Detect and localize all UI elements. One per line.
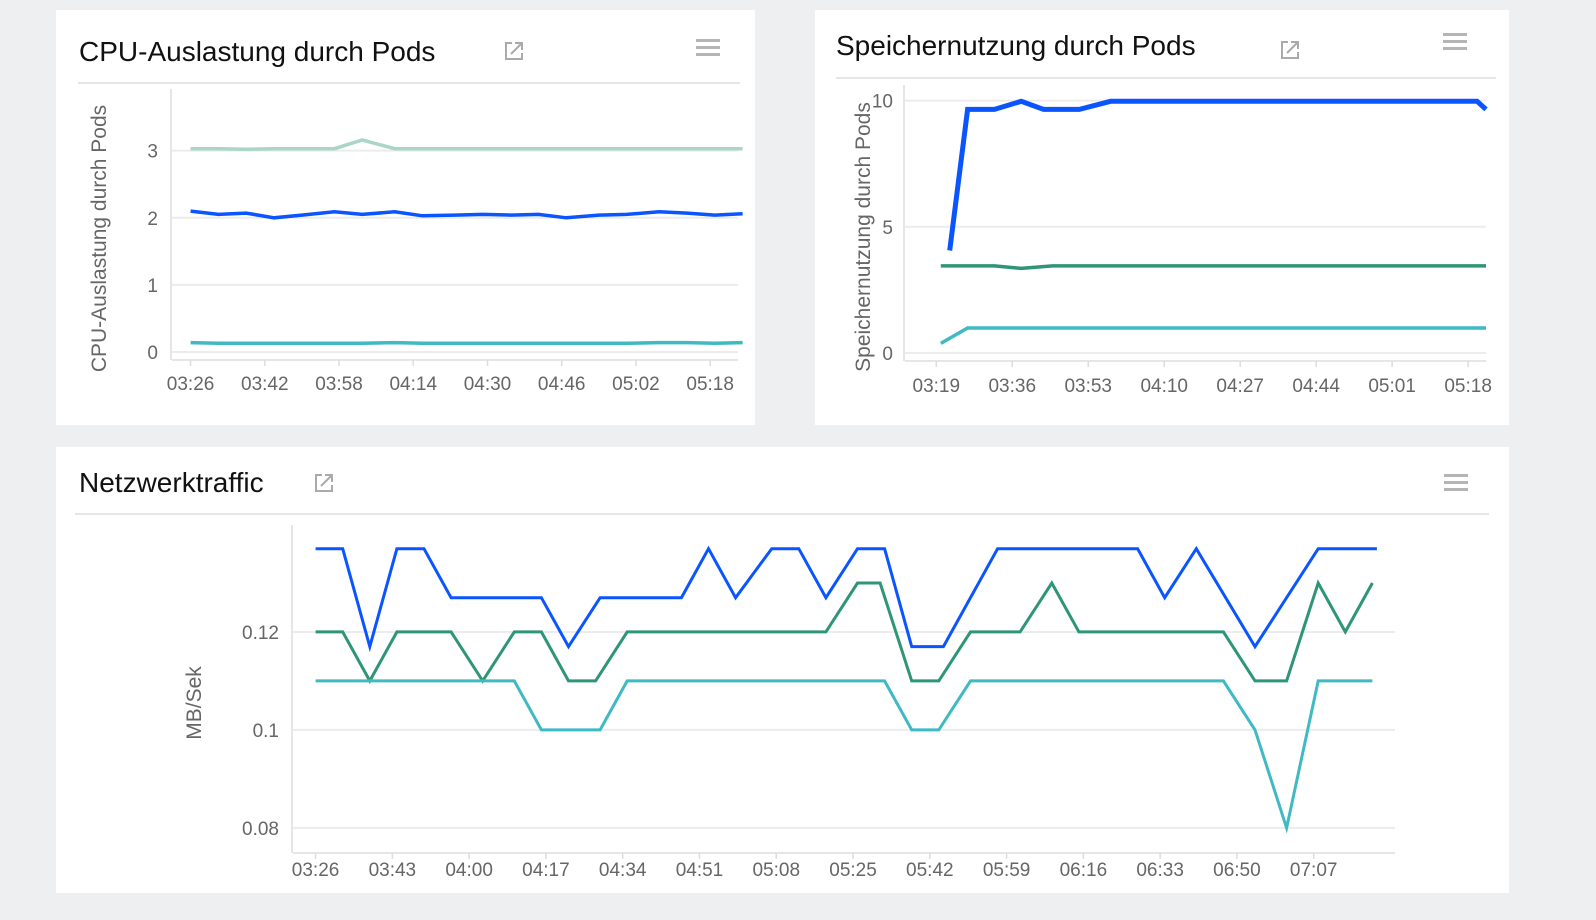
x-tick-label: 05:59: [983, 860, 1031, 881]
panel-title: Netzwerktraffic: [79, 467, 264, 498]
x-tick-label: 05:25: [829, 860, 877, 881]
x-tick-label: 04:46: [538, 374, 586, 395]
x-tick-label: 03:43: [369, 860, 417, 881]
x-tick-label: 05:02: [612, 374, 660, 395]
series-line: [947, 98, 1488, 251]
hamburger-menu-icon[interactable]: [1443, 33, 1467, 53]
series-line: [315, 579, 1374, 684]
panel-title: CPU-Auslastung durch Pods: [79, 36, 436, 67]
external-link-icon[interactable]: [1279, 39, 1301, 61]
x-tick-label: 03:26: [167, 374, 215, 395]
y-axis-label: MB/Sek: [183, 666, 206, 740]
x-tick-label: 04:17: [522, 860, 570, 881]
x-tick-label: 05:01: [1368, 376, 1416, 397]
external-link-icon[interactable]: [503, 40, 525, 62]
x-tick-label: 03:53: [1064, 376, 1112, 397]
x-tick-label: 05:18: [686, 374, 734, 395]
y-tick-label: 0.1: [253, 721, 279, 742]
x-tick-label: 04:00: [445, 860, 493, 881]
x-tick-label: 06:16: [1060, 860, 1108, 881]
network-panel: 0.08 0.1 0.12 03:26 03:43 04:00 04:17 04:34 04:5…: [56, 447, 1509, 893]
x-tick-label: 05:18: [1444, 376, 1492, 397]
y-axis-label: Speichernutzung durch Pods: [852, 102, 875, 372]
divider: [75, 513, 1489, 515]
series-line: [190, 138, 743, 152]
series-line: [190, 209, 743, 220]
hamburger-menu-icon[interactable]: [696, 39, 720, 59]
y-tick-label: 0: [882, 344, 893, 365]
series-line: [939, 326, 1486, 345]
memory-panel: 0 5 10 03:19 03:36 03:53 04:10 04:27 04:44 05:01 0…: [815, 10, 1509, 425]
y-tick-label: 1: [147, 276, 158, 297]
y-tick-label: 2: [147, 209, 158, 230]
series-line: [315, 545, 1377, 653]
hamburger-menu-icon[interactable]: [1444, 474, 1468, 494]
x-tick-label: 03:19: [913, 376, 961, 397]
x-tick-label: 03:36: [988, 376, 1036, 397]
x-tick-label: 06:33: [1136, 860, 1184, 881]
divider: [78, 82, 740, 84]
y-tick-label: 3: [147, 142, 158, 163]
y-tick-label: 0: [147, 343, 158, 364]
x-tick-label: 04:10: [1140, 376, 1188, 397]
y-tick-label: 5: [882, 218, 893, 239]
x-tick-label: 04:14: [389, 374, 437, 395]
series-line: [315, 679, 1373, 834]
series-line: [940, 264, 1486, 271]
panel-title: Speichernutzung durch Pods: [836, 30, 1196, 61]
cpu-chart: 0 1 2 3 03:26 03:42 03:58 04:14 04:30 04:46 05:02 0…: [88, 89, 743, 395]
x-tick-label: 03:26: [292, 860, 340, 881]
x-tick-label: 05:08: [752, 860, 800, 881]
y-axis-label: CPU-Auslastung durch Pods: [88, 105, 111, 372]
series-line: [190, 340, 743, 346]
x-tick-label: 04:27: [1216, 376, 1264, 397]
x-tick-label: 07:07: [1290, 860, 1338, 881]
x-tick-label: 03:42: [241, 374, 289, 395]
y-tick-label: 0.08: [242, 819, 279, 840]
x-tick-label: 03:58: [315, 374, 363, 395]
x-tick-label: 05:42: [906, 860, 954, 881]
x-tick-label: 04:34: [599, 860, 647, 881]
external-link-icon[interactable]: [313, 472, 335, 494]
divider: [836, 77, 1496, 79]
y-tick-label: 0.12: [242, 623, 279, 644]
x-tick-label: 04:44: [1292, 376, 1340, 397]
x-tick-label: 04:30: [464, 374, 512, 395]
network-chart: 0.08 0.1 0.12 03:26 03:43 04:00 04:17 04:34 04:5…: [183, 525, 1395, 881]
cpu-panel: 0 1 2 3 03:26 03:42 03:58 04:14 04:30 04:46 05:02 0…: [56, 10, 755, 425]
y-tick-label: 10: [872, 92, 893, 113]
x-tick-label: 04:51: [676, 860, 724, 881]
x-tick-label: 06:50: [1213, 860, 1261, 881]
memory-chart: 0 5 10 03:19 03:36 03:53 04:10 04:27 04:44 05:01 0…: [852, 85, 1492, 397]
